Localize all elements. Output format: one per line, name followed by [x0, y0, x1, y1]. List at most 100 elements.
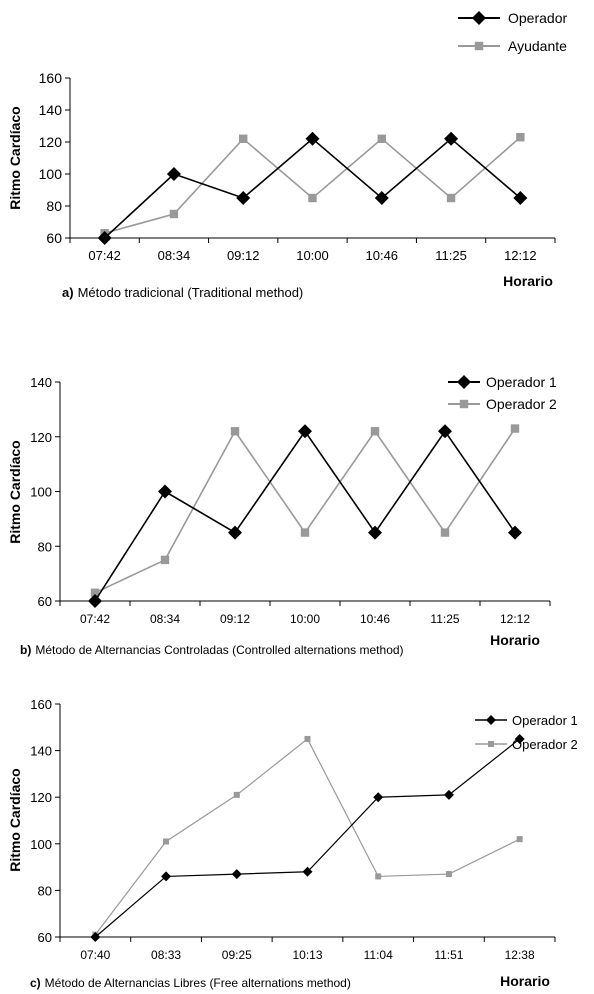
legend-label: Operador 2 — [486, 396, 557, 412]
x-tick-label: 10:00 — [290, 612, 320, 626]
x-tick-label: 08:34 — [158, 248, 191, 263]
series-line-2 — [94, 428, 516, 594]
y-axis-title: Ritmo Cardíaco — [7, 440, 23, 543]
x-tick-label: 10:46 — [360, 612, 390, 626]
data-point-1 — [374, 191, 389, 205]
data-point-1 — [373, 792, 384, 803]
data-point-2 — [516, 133, 525, 142]
x-tick-label: 07:40 — [80, 948, 110, 962]
data-point-1 — [302, 866, 313, 877]
legend-marker — [486, 715, 496, 725]
legend-marker — [472, 11, 486, 25]
x-tick-label: 12:12 — [500, 612, 530, 626]
data-point-1 — [231, 869, 242, 880]
chart-caption: b) Método de Alternancias Controladas (Co… — [20, 643, 404, 657]
data-point-2 — [163, 838, 170, 845]
data-point-2 — [90, 588, 100, 597]
data-point-2 — [446, 193, 456, 203]
data-point-1 — [444, 131, 459, 146]
x-tick-label: 12:12 — [504, 248, 537, 263]
x-tick-label: 11:04 — [364, 948, 393, 962]
data-point-2 — [440, 528, 450, 537]
legend-label: Operador — [508, 10, 567, 26]
x-tick-label: 09:12 — [227, 248, 260, 263]
data-point-1 — [90, 932, 101, 942]
legend-label: Operador 1 — [486, 374, 557, 390]
caption-prefix: b) — [20, 643, 31, 657]
chart-2: 60 80 100 120 140 07:42 08:34 09:12 10:00 10:46 11… — [7, 374, 557, 657]
x-tick-label: 08:33 — [151, 948, 181, 962]
data-point-2 — [304, 735, 311, 742]
x-tick-label: 09:25 — [222, 948, 252, 962]
x-tick-label: 09:12 — [220, 612, 250, 626]
y-axis-title: Ritmo Cardíaco — [7, 106, 23, 209]
y-tick-label: 100 — [39, 166, 63, 182]
caption-text: Método de Alternancias Controladas (Cont… — [35, 643, 403, 657]
y-tick-label: 120 — [30, 430, 52, 445]
caption-text: Método de Alternancias Libres (Free alte… — [45, 976, 351, 990]
x-tick-label: 11:51 — [434, 948, 463, 962]
data-point-2 — [239, 134, 248, 143]
caption-text: Método tradicional (Traditional method) — [78, 285, 304, 300]
legend-marker — [474, 41, 484, 51]
y-tick-label: 120 — [39, 134, 63, 150]
chart-caption: c) Método de Alternancias Libres (Free al… — [30, 976, 351, 990]
data-point-1 — [443, 789, 454, 800]
data-point-1 — [438, 424, 452, 439]
series-line-2 — [104, 136, 521, 234]
data-point-2 — [370, 427, 380, 436]
data-point-2 — [160, 555, 170, 565]
data-point-1 — [368, 525, 382, 540]
x-axis-title: Horario — [500, 973, 550, 989]
data-point-2 — [516, 836, 523, 843]
data-point-2 — [230, 427, 240, 436]
data-point-2 — [510, 424, 520, 433]
series-line-2 — [94, 738, 520, 936]
y-tick-label: 140 — [39, 102, 63, 118]
legend-label: Ayudante — [508, 38, 567, 54]
y-tick-label: 80 — [38, 883, 52, 898]
caption-prefix: c) — [30, 976, 41, 990]
y-tick-label: 60 — [38, 930, 52, 945]
data-point-2 — [169, 209, 179, 219]
data-point-1 — [508, 525, 522, 540]
data-point-1 — [305, 131, 320, 146]
x-tick-label: 11:25 — [430, 612, 459, 626]
y-tick-label: 80 — [46, 198, 62, 214]
y-tick-label: 140 — [30, 744, 52, 759]
chart-caption: a) Método tradicional (Traditional method… — [62, 285, 303, 300]
chart-3: 60 80 100 120 140 160 07:40 08:33 09:25 10:13 11:0… — [7, 697, 578, 990]
y-tick-label: 60 — [38, 594, 52, 609]
series-line-1 — [94, 429, 516, 602]
data-point-1 — [513, 191, 528, 205]
data-point-1 — [228, 525, 242, 540]
data-point-1 — [236, 191, 251, 205]
y-tick-label: 140 — [30, 375, 52, 390]
x-tick-label: 10:00 — [296, 248, 329, 263]
data-point-2 — [233, 791, 240, 798]
x-tick-label: 07:42 — [80, 612, 110, 626]
data-point-1 — [158, 484, 172, 499]
data-point-1 — [514, 733, 525, 744]
y-tick-label: 100 — [30, 837, 52, 852]
x-tick-label: 10:13 — [292, 948, 322, 962]
data-point-1 — [161, 871, 172, 882]
chart-1: 60 80 100 120 140 160 07:42 08:34 09:12 10:00 10:4… — [7, 10, 567, 300]
legend-label: Operador 2 — [512, 737, 578, 752]
x-tick-label: 07:42 — [88, 248, 121, 263]
data-point-1 — [88, 594, 102, 608]
y-tick-label: 80 — [38, 539, 52, 554]
series-line-1 — [104, 137, 521, 239]
y-tick-label: 160 — [39, 70, 63, 86]
data-point-1 — [166, 167, 181, 181]
legend-marker — [488, 741, 494, 747]
data-point-2 — [308, 193, 317, 203]
x-tick-label: 12:38 — [505, 948, 535, 962]
data-point-1 — [97, 231, 112, 245]
y-tick-label: 100 — [30, 485, 52, 500]
y-tick-label: 120 — [30, 790, 52, 805]
series-line-1 — [94, 738, 521, 938]
x-tick-label: 11:25 — [435, 248, 467, 263]
y-axis-title: Ritmo Cardíaco — [7, 768, 23, 871]
